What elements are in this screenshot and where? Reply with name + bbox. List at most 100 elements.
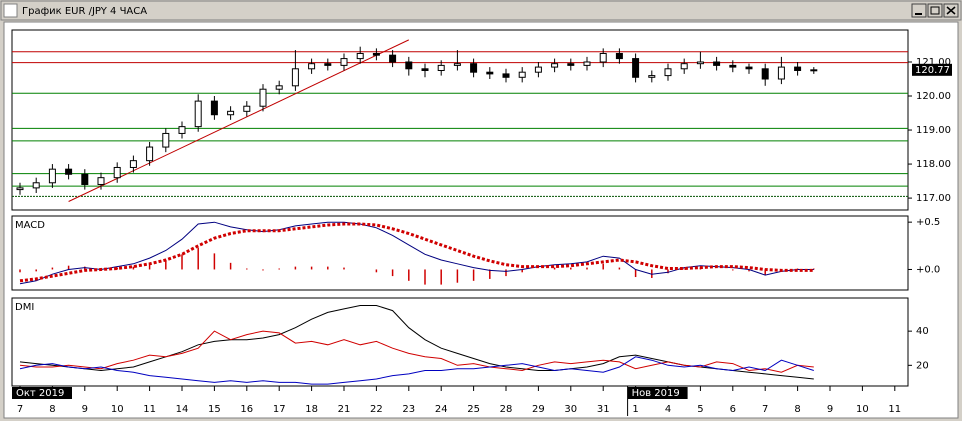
x-tick-label: 29 — [532, 404, 545, 415]
candle-body — [405, 61, 413, 70]
candle-body — [324, 63, 332, 66]
candle-body — [16, 187, 24, 191]
candle-body — [648, 75, 656, 78]
y-tick-label: +0.5 — [916, 217, 940, 228]
y-tick-label: 20 — [916, 360, 929, 371]
title-bar — [0, 0, 962, 21]
x-tick-label: 10 — [856, 404, 869, 415]
candle-body — [243, 105, 251, 112]
x-tick-label: 4 — [665, 404, 671, 415]
x-tick-label: 28 — [500, 404, 513, 415]
x-tick-label: 9 — [827, 404, 833, 415]
candle-body — [486, 71, 494, 75]
candle-body — [113, 166, 121, 179]
x-tick-label: 7 — [762, 404, 768, 415]
candle-body — [97, 177, 105, 185]
last-price-label: 120.77 — [915, 65, 950, 76]
candle-body — [210, 100, 218, 116]
chart-area — [3, 21, 959, 419]
candle-body — [372, 52, 380, 56]
candle-body — [713, 61, 721, 66]
candle-body — [794, 66, 802, 71]
candle-body — [178, 126, 186, 134]
candle-body — [777, 66, 785, 80]
macd-label: MACD — [15, 220, 45, 231]
y-tick-label: 40 — [916, 326, 929, 337]
x-tick-label: 22 — [370, 404, 383, 415]
x-tick-label: 11 — [888, 404, 901, 415]
x-tick-label: 25 — [467, 404, 480, 415]
price-panel — [11, 29, 909, 211]
candle-body — [453, 63, 461, 66]
trend-line — [68, 39, 410, 202]
x-tick-label: 11 — [143, 404, 156, 415]
candle-body — [615, 52, 623, 60]
candle-body — [308, 63, 316, 70]
window-icon — [3, 3, 18, 18]
candle-body — [340, 58, 348, 66]
x-tick-label: 8 — [794, 404, 800, 415]
candle-body — [194, 100, 202, 128]
period-box — [627, 387, 688, 399]
candle-body — [356, 52, 364, 60]
candle-body — [534, 66, 542, 73]
candle-body — [291, 68, 299, 87]
close-icon — [946, 6, 956, 15]
x-tick-label: 1 — [632, 404, 638, 415]
candle-body — [599, 52, 607, 63]
dmi-panel — [11, 297, 909, 387]
period-label: Окт 2019 — [16, 388, 64, 399]
candle-body — [146, 146, 154, 162]
window-title: График EUR /JPY 4 ЧАСА — [22, 6, 147, 17]
candle-body — [810, 69, 818, 72]
candle-body — [227, 110, 235, 116]
minimize-button[interactable] — [911, 3, 927, 18]
x-tick-label: 17 — [273, 404, 286, 415]
candle-body — [664, 68, 672, 77]
x-tick-label: 24 — [435, 404, 448, 415]
candle-body — [275, 85, 283, 90]
candle-body — [129, 160, 137, 168]
candle-body — [421, 68, 429, 71]
dmi-label: DMI — [15, 302, 34, 313]
maximize-icon — [930, 6, 940, 15]
y-tick-label: 118.00 — [916, 159, 951, 170]
x-tick-label: 30 — [564, 404, 577, 415]
candle-body — [162, 132, 170, 148]
y-tick-label: +0.0 — [916, 264, 940, 275]
candle-body — [470, 63, 478, 73]
x-tick-label: 18 — [305, 404, 318, 415]
y-tick-label: 117.00 — [916, 193, 951, 204]
candle-body — [761, 68, 769, 80]
x-tick-label: 14 — [176, 404, 189, 415]
indicator-line — [19, 356, 814, 385]
candle-body — [729, 64, 737, 68]
x-tick-label: 9 — [82, 404, 88, 415]
indicator-line — [19, 330, 814, 373]
last-price-box — [912, 63, 952, 76]
x-tick-label: 31 — [597, 404, 610, 415]
candle-body — [389, 54, 397, 63]
x-tick-label: 5 — [697, 404, 703, 415]
candle-body — [583, 61, 591, 66]
period-label: Нов 2019 — [632, 388, 680, 399]
maximize-button[interactable] — [927, 3, 943, 18]
y-tick-label: 121.00 — [916, 57, 951, 68]
x-tick-label: 8 — [49, 404, 55, 415]
window-buttons[interactable] — [911, 3, 959, 18]
indicator-line — [19, 222, 814, 283]
candle-body — [437, 64, 445, 71]
x-tick-label: 16 — [240, 404, 253, 415]
candle-body — [502, 73, 510, 78]
x-tick-label: 10 — [111, 404, 124, 415]
y-tick-label: 120.00 — [916, 91, 951, 102]
candle-body — [48, 168, 56, 184]
candle-body — [745, 66, 753, 70]
candle-body — [632, 58, 640, 78]
y-tick-label: 119.00 — [916, 125, 951, 136]
x-tick-label: 21 — [338, 404, 351, 415]
candle-body — [65, 168, 73, 175]
candle-body — [259, 88, 267, 107]
